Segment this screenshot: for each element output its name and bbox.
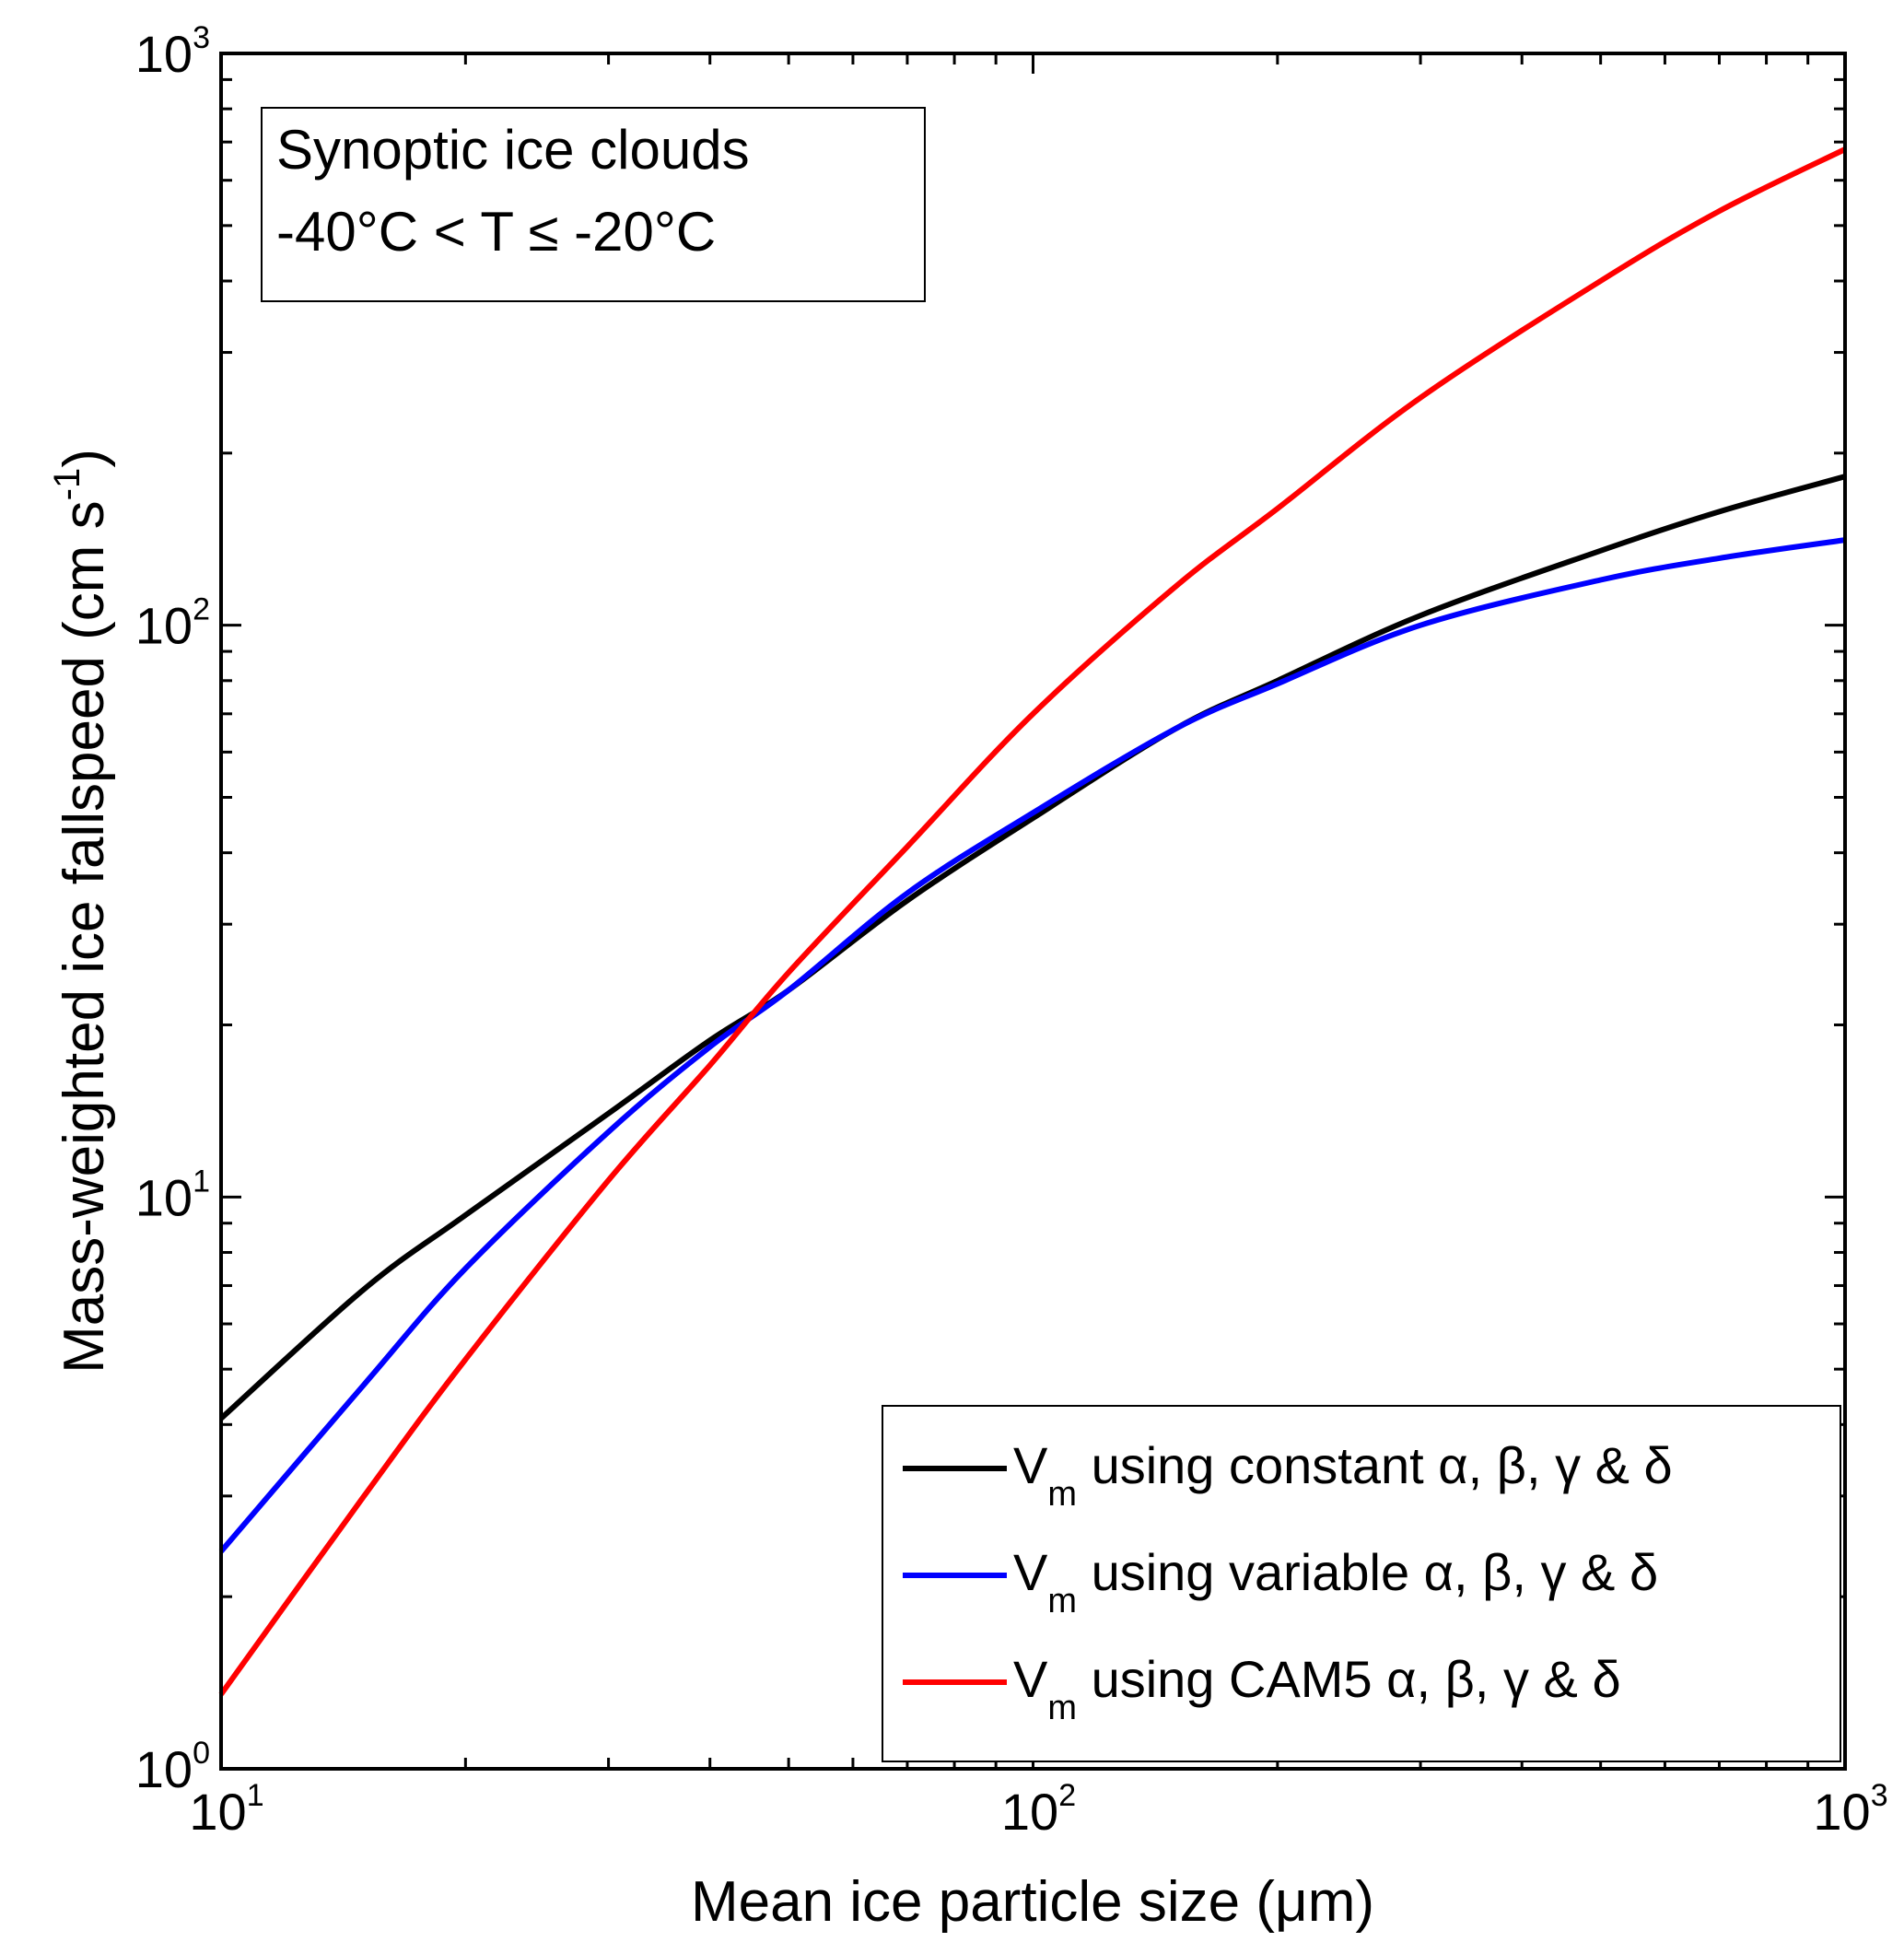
series-line-1 (218, 537, 1846, 1553)
y-axis-label-main: Mass-weighted ice fallspeed (cm s (53, 500, 116, 1374)
tick-layer (219, 53, 1845, 1771)
legend-label-constant-rest: using constant α, β, γ & δ (1077, 1436, 1673, 1494)
legend: Vm using constant α, β, γ & δ Vm using v… (882, 1405, 1841, 1762)
annotation-line-1: Synoptic ice clouds (276, 119, 750, 181)
legend-entry-cam5: Vm using CAM5 α, β, γ & δ (903, 1650, 1621, 1727)
series-line-2 (218, 146, 1847, 1696)
legend-label-cam5: Vm using CAM5 α, β, γ & δ (1013, 1650, 1621, 1727)
x-tick-label-2: 103 (1813, 1778, 1887, 1841)
legend-entry-constant: Vm using constant α, β, γ & δ (903, 1436, 1673, 1514)
y-axis-label-sup: -1 (47, 468, 88, 501)
legend-label-constant-v: V (1013, 1436, 1048, 1494)
y-axis-label-close: ) (53, 449, 116, 468)
y-axis-label: Mass-weighted ice fallspeed (cm s-1) (47, 449, 116, 1374)
legend-entry-variable: Vm using variable α, β, γ & δ (903, 1543, 1658, 1620)
y-tick-label-0: 100 (135, 1736, 210, 1798)
legend-label-variable-v: V (1013, 1543, 1048, 1601)
series-line-0 (218, 474, 1846, 1421)
legend-label-variable-rest: using variable α, β, γ & δ (1077, 1543, 1658, 1601)
legend-label-variable-sub: m (1047, 1582, 1077, 1620)
annotation-line-2: -40°C < T ≤ -20°C (276, 201, 716, 263)
legend-label-cam5-sub: m (1047, 1689, 1077, 1727)
x-axis-label: Mean ice particle size (μm) (691, 1870, 1374, 1934)
y-tick-label-1: 101 (135, 1164, 210, 1226)
annotation-box: Synoptic ice clouds -40°C < T ≤ -20°C (261, 107, 926, 302)
y-tick-label-2: 102 (135, 592, 210, 655)
legend-label-cam5-v: V (1013, 1650, 1048, 1708)
legend-label-variable: Vm using variable α, β, γ & δ (1013, 1543, 1658, 1620)
legend-label-constant-sub: m (1047, 1475, 1077, 1514)
x-tick-label-0: 101 (189, 1778, 263, 1841)
legend-label-cam5-rest: using CAM5 α, β, γ & δ (1077, 1650, 1621, 1708)
series-layer (218, 146, 1847, 1696)
legend-label-constant: Vm using constant α, β, γ & δ (1013, 1436, 1673, 1514)
y-tick-label-3: 103 (135, 20, 210, 83)
x-tick-label-1: 102 (1001, 1778, 1076, 1841)
